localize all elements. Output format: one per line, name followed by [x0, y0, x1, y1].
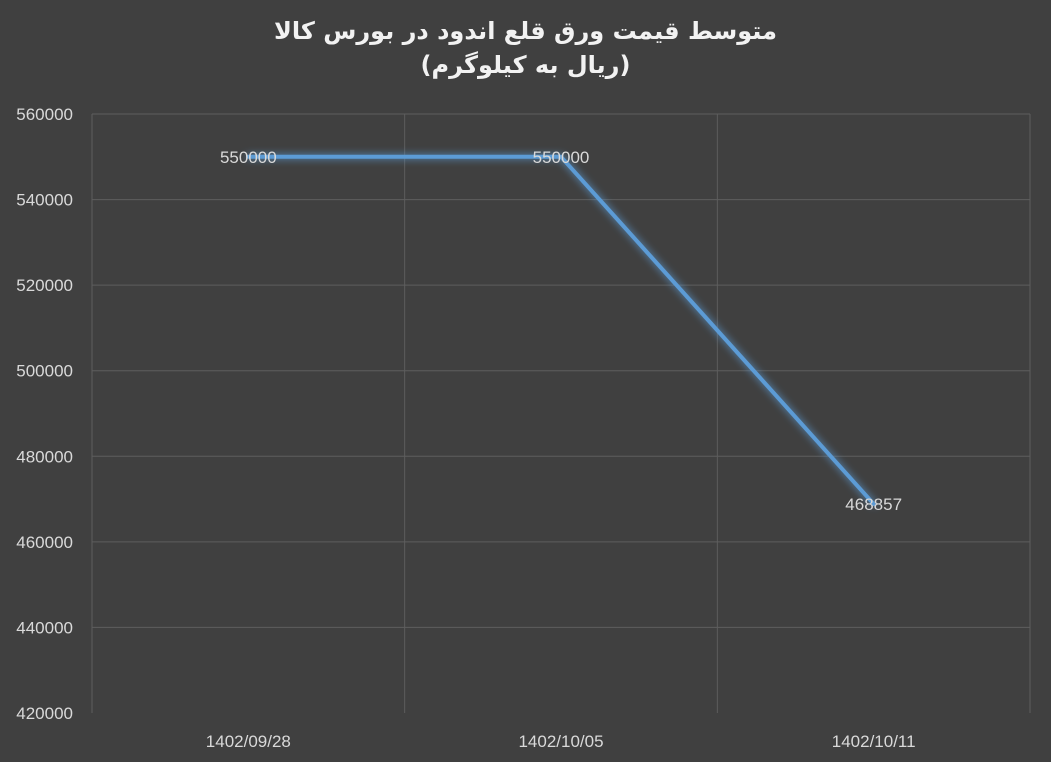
chart-subtitle: (ریال به کیلوگرم) — [420, 51, 631, 79]
x-axis-ticks: 1402/09/28 1402/10/05 1402/10/11 — [206, 732, 916, 751]
data-labels: 550000 550000 468857 — [220, 148, 902, 514]
x-tick-label: 1402/10/11 — [832, 732, 916, 751]
chart-title: متوسط قیمت ورق قلع اندود در بورس کالا — [274, 17, 777, 45]
y-tick-label: 540000 — [16, 191, 73, 210]
x-tick-label: 1402/09/28 — [206, 732, 291, 751]
y-tick-label: 480000 — [16, 447, 73, 466]
y-axis-ticks: 560000 540000 520000 500000 480000 460000 4400… — [16, 105, 73, 723]
y-tick-label: 520000 — [16, 276, 73, 295]
series-layer — [246, 154, 876, 506]
y-tick-label: 440000 — [16, 618, 73, 637]
x-tick-label: 1402/10/05 — [518, 732, 603, 751]
chart-title-block: متوسط قیمت ورق قلع اندود در بورس کالا (ر… — [0, 14, 1051, 82]
gridlines — [91, 113, 1031, 713]
series-line — [246, 154, 876, 506]
data-label: 550000 — [220, 148, 277, 167]
y-tick-label: 560000 — [16, 105, 73, 124]
data-label: 468857 — [845, 495, 902, 514]
data-label: 550000 — [533, 148, 590, 167]
y-tick-label: 420000 — [16, 704, 73, 723]
y-tick-label: 500000 — [16, 362, 73, 381]
y-tick-label: 460000 — [16, 533, 73, 552]
